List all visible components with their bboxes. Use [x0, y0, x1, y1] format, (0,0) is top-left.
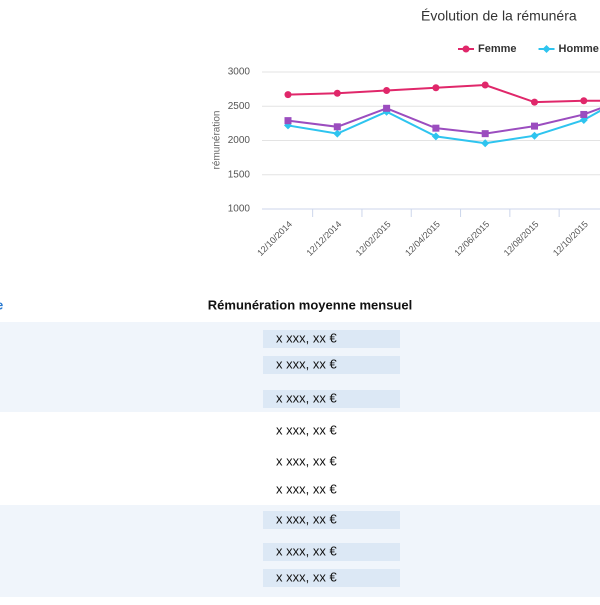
x-tick-label: 12/10/2015: [551, 219, 590, 258]
point: [531, 98, 538, 106]
point: [431, 132, 440, 141]
point: [333, 89, 341, 97]
point: [383, 86, 391, 94]
table-cell: x xxx, xx €: [276, 422, 337, 437]
x-tick-label: 12/02/2015: [354, 219, 393, 258]
point: [531, 122, 538, 130]
x-tick-label: 12/06/2015: [452, 219, 491, 258]
point: [333, 129, 342, 138]
y-axis-label: rémunération: [212, 111, 223, 170]
point: [542, 45, 551, 53]
table-cell: x xxx, xx €: [276, 453, 337, 468]
cell-bg: [263, 356, 400, 374]
point: [462, 45, 470, 53]
point: [383, 104, 391, 112]
y-tick-label: 1500: [228, 169, 251, 180]
point: [530, 131, 539, 140]
table-header: Rémunération moyenne mensuel: [208, 297, 412, 312]
table-cell: x xxx, xx €: [276, 511, 337, 526]
legend-label: Femme: [478, 43, 517, 55]
cell-bg: [263, 569, 400, 587]
chart-title: Évolution de la rémunéra: [421, 8, 577, 24]
point: [432, 124, 440, 132]
point: [333, 123, 341, 131]
point: [481, 130, 489, 138]
point: [580, 97, 588, 105]
y-tick-label: 1000: [228, 204, 251, 215]
table-cell: x xxx, xx €: [276, 390, 337, 405]
point: [284, 91, 292, 99]
table-cell: x xxx, xx €: [276, 330, 337, 345]
x-tick-label: 12/08/2015: [502, 219, 541, 258]
table-header: e: [0, 297, 3, 312]
cell-bg: [263, 390, 400, 408]
point: [432, 84, 440, 92]
legend-label: Homme: [559, 43, 599, 55]
cell-bg: [263, 543, 400, 561]
series-line: [287, 107, 600, 135]
x-tick-label: 12/12/2014: [304, 219, 343, 258]
y-tick-label: 2000: [228, 135, 251, 146]
y-tick-label: 2500: [228, 101, 251, 112]
table-cell: x xxx, xx €: [276, 356, 337, 371]
point: [481, 81, 489, 89]
table-cell: x xxx, xx €: [276, 543, 337, 558]
x-tick-label: 12/10/2014: [255, 219, 294, 258]
cell-bg: [263, 330, 400, 348]
table-cell: x xxx, xx €: [276, 569, 337, 584]
y-tick-label: 3000: [228, 67, 251, 78]
point: [481, 139, 490, 148]
point: [580, 110, 588, 118]
series-line: [287, 84, 600, 104]
x-tick-label: 12/04/2015: [403, 219, 442, 258]
cell-bg: [263, 511, 400, 529]
table-cell: x xxx, xx €: [276, 481, 337, 496]
series-line: [287, 109, 600, 145]
point: [284, 117, 292, 125]
